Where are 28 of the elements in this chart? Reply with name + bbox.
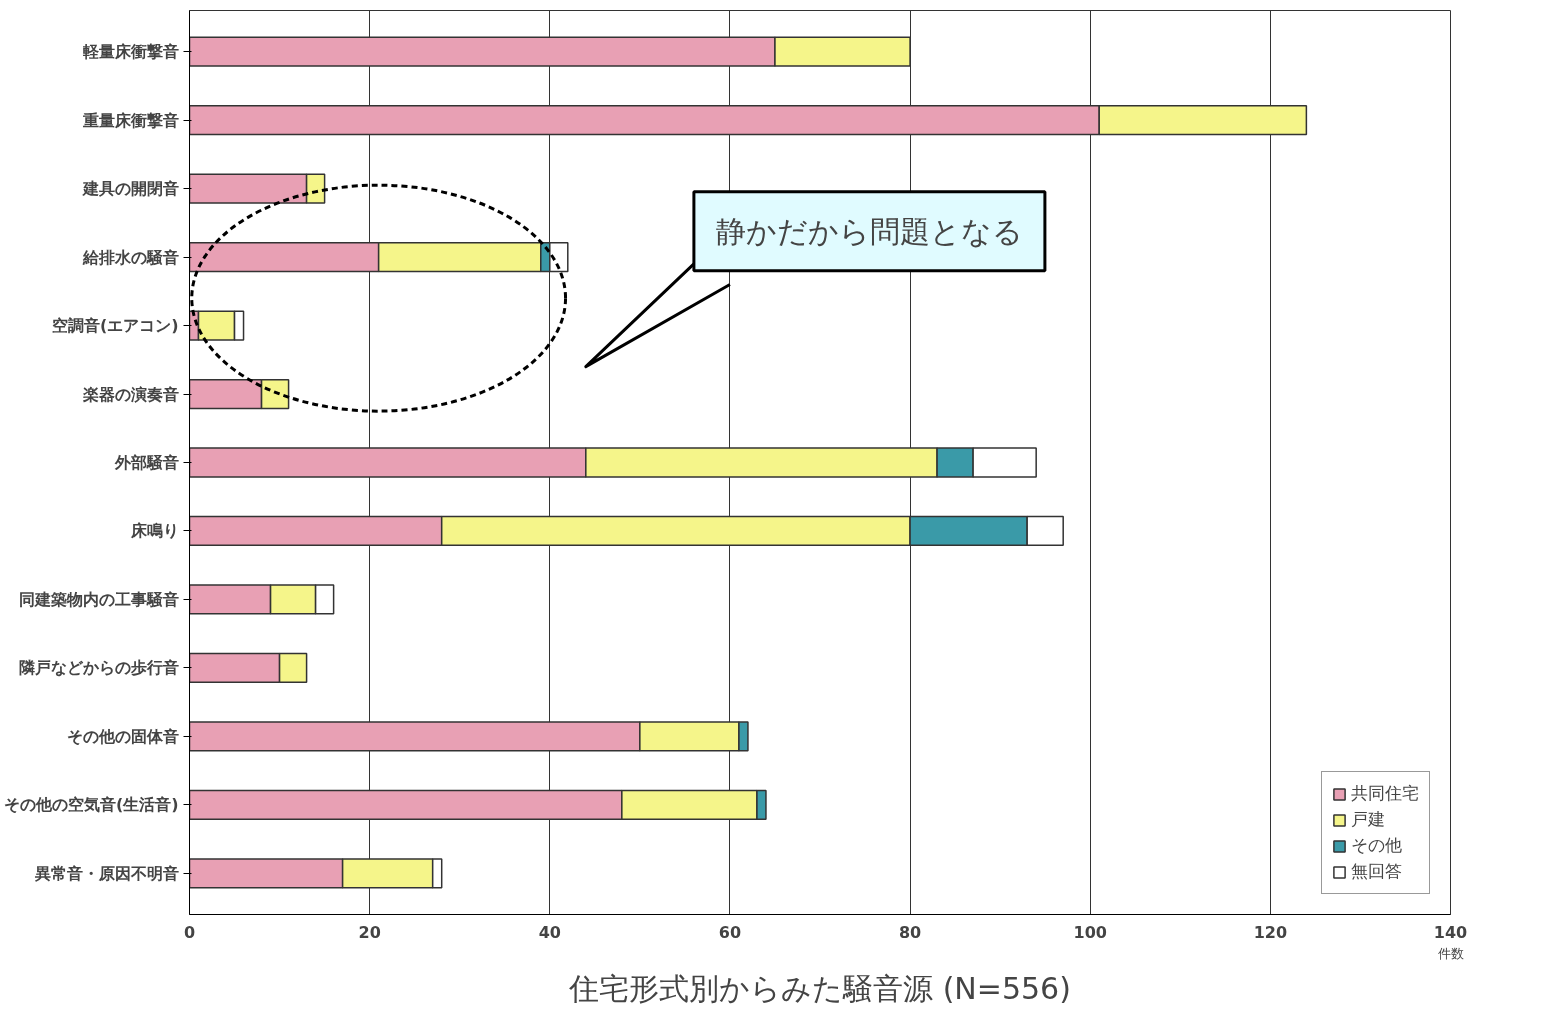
legend-label: その他 [1351,834,1402,857]
x-tick-label: 120 [1253,922,1288,942]
y-tick-label: 重量床衝撃音 [81,110,179,130]
y-tick-label: その他の固体音 [66,726,179,746]
y-tick-label: 建具の開閉音 [80,179,179,199]
x-tick-label: 40 [538,922,561,942]
y-tick-label: 同建築物内の工事騒音 [18,589,179,609]
y-tick-label: 外部騒音 [113,453,179,472]
y-tick-label: 給排水の騒音 [81,247,179,267]
y-tick-label: 楽器の演奏音 [81,384,179,404]
x-tick-label: 140 [1433,922,1468,942]
y-tick-label: 軽量床衝撃音 [81,42,179,62]
legend-label: 共同住宅 [1351,782,1419,805]
y-tick-label: 空調音(エアコン) [51,316,179,336]
text: 住宅形式別からみた騒音源 (N=556) [568,970,1071,1006]
x-tick-label: 100 [1073,922,1107,942]
y-tick-label: 異常音・原因不明音 [33,863,179,883]
x-tick-label: 80 [898,922,922,942]
y-tick-label: 床鳴り [129,521,179,541]
x-tick-label: 0 [183,922,196,942]
y-tick-label: 隣戸などからの歩行音 [18,658,179,678]
x-tick-label: 20 [358,922,381,942]
x-axis-title: 件数 [1437,945,1464,961]
y-tick-label: その他の空気音(生活音) [3,795,179,815]
legend-label: 戸建 [1351,808,1385,831]
annotation: 静かだから問題となる [715,213,1023,249]
legend-label: 無回答 [1351,860,1402,883]
x-tick-label: 60 [718,922,742,942]
